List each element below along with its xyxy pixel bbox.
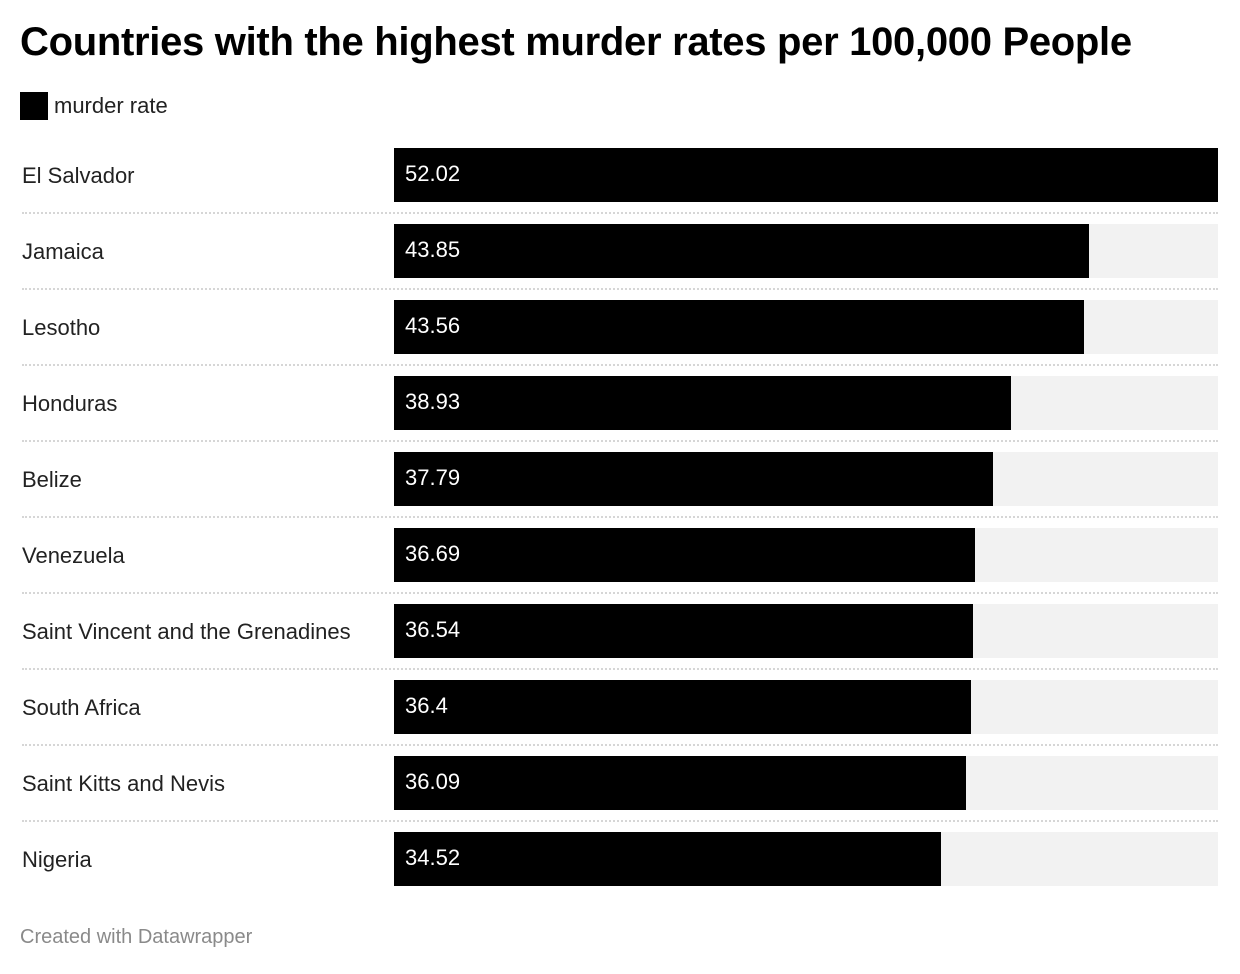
bar-row: Nigeria 34.52 — [0, 832, 1240, 886]
value-label: 36.09 — [405, 769, 461, 794]
legend-swatch — [20, 92, 48, 120]
row-divider — [22, 820, 1218, 822]
value-label: 37.79 — [405, 465, 461, 490]
bar-track: 37.79 — [394, 452, 1218, 506]
value-label: 36.4 — [405, 693, 448, 718]
bar-track: 36.09 — [394, 756, 1218, 810]
row-divider — [22, 288, 1218, 290]
value-label: 38.93 — [405, 389, 461, 414]
bar — [394, 756, 966, 810]
category-label: Saint Kitts and Nevis — [22, 771, 225, 796]
row-divider — [22, 592, 1218, 594]
category-label: Jamaica — [22, 239, 104, 264]
value-label: 43.85 — [405, 237, 461, 262]
bar — [394, 832, 941, 886]
row-divider — [22, 668, 1218, 670]
bar — [394, 300, 1084, 354]
category-label: El Salvador — [22, 163, 135, 188]
bar — [394, 376, 1011, 430]
value-label: 36.69 — [405, 541, 461, 566]
category-label: Nigeria — [22, 847, 92, 872]
bar-row: Saint Vincent and the Grenadines 36.54 — [0, 604, 1240, 658]
value-label: 34.52 — [405, 845, 461, 870]
bar-track: 43.85 — [394, 224, 1218, 278]
category-label: Honduras — [22, 391, 118, 416]
category-label: South Africa — [22, 695, 141, 720]
value-label: 52.02 — [405, 161, 461, 186]
category-label: Lesotho — [22, 315, 101, 340]
legend-label: murder rate — [54, 93, 168, 118]
bar — [394, 680, 971, 734]
footer-credit[interactable]: Created with Datawrapper — [20, 926, 253, 948]
category-label: Saint Vincent and the Grenadines — [22, 619, 351, 644]
bar-row: Honduras 38.93 — [0, 376, 1240, 430]
value-label: 36.54 — [405, 617, 461, 642]
bar — [394, 528, 976, 582]
bar-track: 38.93 — [394, 376, 1218, 430]
row-divider — [22, 364, 1218, 366]
row-divider — [22, 440, 1218, 442]
category-label: Venezuela — [22, 543, 125, 568]
bar-track: 34.52 — [394, 832, 1218, 886]
bar-row: South Africa 36.4 — [0, 680, 1240, 734]
bar-row: Belize 37.79 — [0, 452, 1240, 506]
row-divider — [22, 744, 1218, 746]
legend: murder rate — [20, 92, 168, 120]
bar-row: Jamaica 43.85 — [0, 224, 1240, 278]
bar-track: 36.54 — [394, 604, 1218, 658]
bar-row: Venezuela 36.69 — [0, 528, 1240, 582]
bar-row: Saint Kitts and Nevis 36.09 — [0, 756, 1240, 810]
row-divider — [22, 516, 1218, 518]
bar-track: 43.56 — [394, 300, 1218, 354]
category-label: Belize — [22, 467, 82, 492]
bar-row: Lesotho 43.56 — [0, 300, 1240, 354]
value-label: 43.56 — [405, 313, 461, 338]
bar-track: 36.4 — [394, 680, 1218, 734]
bar — [394, 452, 993, 506]
bar-track: 36.69 — [394, 528, 1218, 582]
bar-row: El Salvador 52.02 — [0, 148, 1240, 202]
bar — [394, 224, 1089, 278]
bar-track: 52.02 — [394, 148, 1218, 202]
row-divider — [22, 212, 1218, 214]
bar — [394, 604, 973, 658]
bar — [394, 148, 1218, 202]
chart-title: Countries with the highest murder rates … — [20, 20, 1132, 64]
